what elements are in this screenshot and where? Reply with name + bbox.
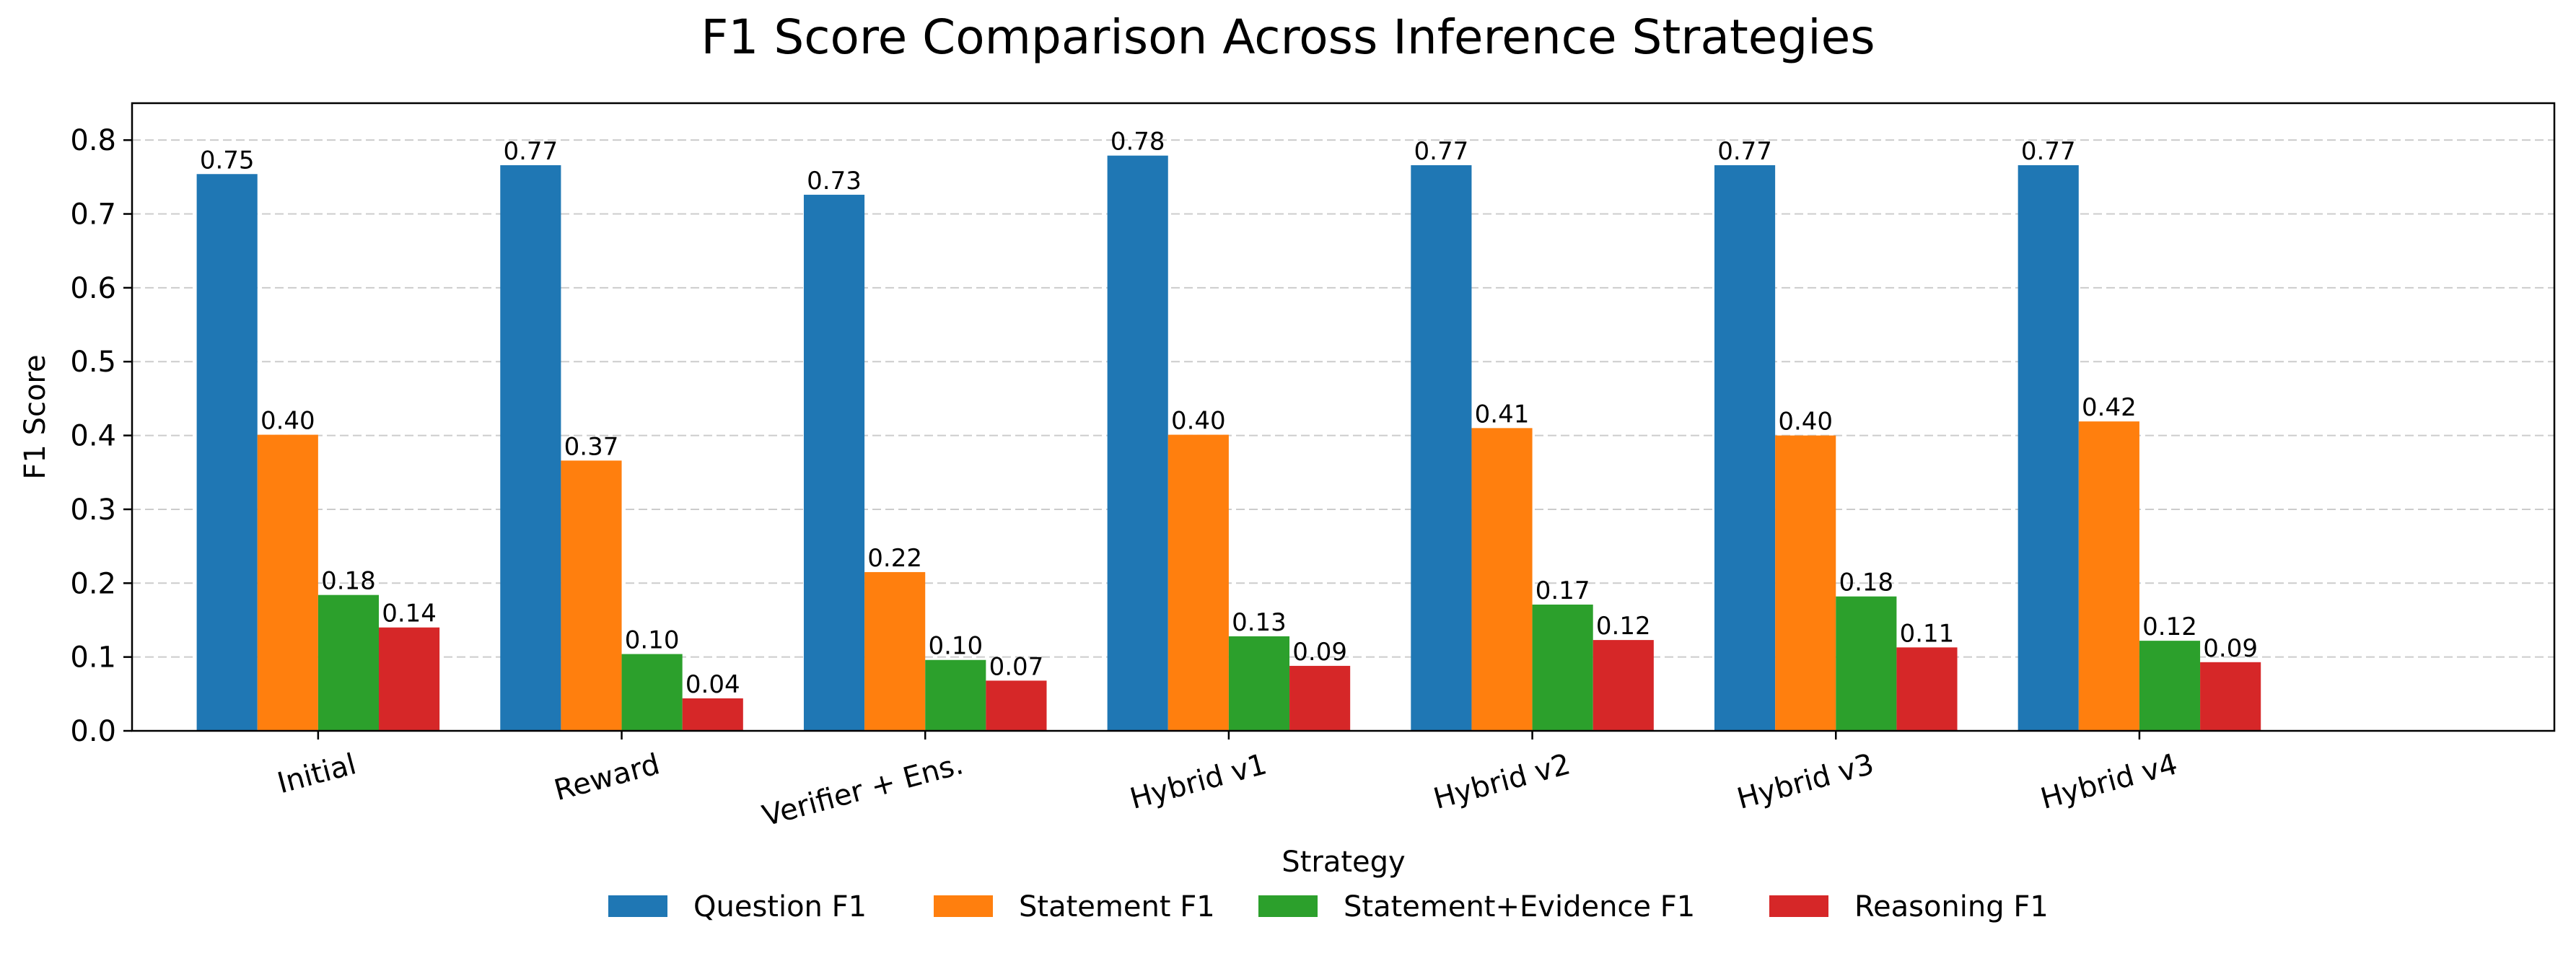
- bar: [1775, 435, 1836, 731]
- bar-value-label: 0.22: [867, 544, 922, 573]
- bar: [1411, 164, 1472, 732]
- bar: [1714, 164, 1776, 732]
- bar: [925, 659, 986, 731]
- bar: [1471, 428, 1533, 731]
- bar-value-label: 0.75: [200, 146, 255, 175]
- bar-value-label: 0.37: [564, 432, 619, 461]
- bar-value-label: 0.77: [503, 137, 558, 166]
- bar: [1896, 647, 1958, 731]
- bar: [257, 434, 318, 731]
- bar: [682, 698, 743, 731]
- y-tick-label: 0.1: [70, 641, 116, 675]
- bar: [1593, 640, 1654, 731]
- bar: [561, 460, 622, 731]
- bar-value-label: 0.42: [2082, 393, 2137, 422]
- bar: [379, 627, 440, 731]
- bar-value-label: 0.40: [1778, 408, 1833, 436]
- bar: [2078, 421, 2139, 731]
- bar-value-label: 0.04: [685, 670, 740, 699]
- y-tick-label: 0.6: [70, 272, 116, 305]
- bar-value-label: 0.73: [807, 167, 862, 196]
- legend-swatch: [934, 895, 993, 917]
- y-tick-label: 0.5: [70, 346, 116, 379]
- bar-value-label: 0.13: [1232, 608, 1287, 637]
- y-tick-label: 0.2: [70, 567, 116, 600]
- bar-value-label: 0.10: [928, 632, 983, 661]
- bar: [2018, 164, 2079, 732]
- bar: [1107, 155, 1168, 731]
- bar: [500, 164, 561, 732]
- legend-label: Statement+Evidence F1: [1344, 890, 1695, 923]
- bar-value-label: 0.41: [1475, 400, 1530, 429]
- legend-label: Reasoning F1: [1854, 890, 2049, 923]
- bar: [317, 594, 380, 731]
- bar: [1532, 604, 1593, 731]
- bar-value-label: 0.77: [1717, 137, 1772, 166]
- bar-value-label: 0.12: [1596, 612, 1651, 641]
- bar-value-label: 0.18: [1839, 569, 1893, 597]
- y-tick-label: 0.4: [70, 420, 116, 453]
- bar: [621, 654, 683, 731]
- legend-label: Statement F1: [1019, 890, 1215, 923]
- bar-value-label: 0.09: [1292, 638, 1347, 667]
- bar-value-label: 0.14: [382, 600, 437, 628]
- y-tick-label: 0.8: [70, 124, 116, 157]
- y-axis: 0.0 0.1 0.2 0.3 0.4 0.5 0.6 0.7 0.8: [70, 124, 132, 748]
- legend-swatch: [608, 895, 667, 917]
- plot-frame: [131, 102, 2556, 732]
- bar-value-label: 0.40: [260, 407, 315, 436]
- y-tick-label: 0.7: [70, 198, 116, 232]
- legend-label: Question F1: [693, 890, 867, 923]
- y-tick-label: 0.3: [70, 493, 116, 527]
- bar: [803, 194, 865, 732]
- legend-swatch: [1258, 895, 1318, 917]
- bar-value-label: 0.11: [1900, 619, 1955, 648]
- bar-value-label: 0.10: [625, 626, 680, 655]
- bar: [986, 680, 1047, 731]
- bar-value-labels: 0.75 0.77 0.73 0.78 0.77 0.77 0.77 0.40 0.37 0.22…: [200, 128, 2258, 699]
- bar-value-label: 0.77: [2021, 137, 2076, 166]
- bar-value-label: 0.17: [1535, 576, 1590, 605]
- bar: [2139, 641, 2201, 731]
- bar-value-label: 0.12: [2142, 613, 2197, 641]
- bar-value-label: 0.07: [989, 652, 1044, 681]
- bar: [196, 174, 258, 732]
- bar-value-label: 0.18: [321, 567, 376, 596]
- y-axis-title: F1 Score: [19, 354, 52, 479]
- bar-value-label: 0.78: [1110, 128, 1165, 157]
- bar: [1228, 636, 1290, 731]
- bars: [196, 155, 2261, 732]
- bar-value-label: 0.40: [1171, 407, 1226, 436]
- bar: [2200, 662, 2261, 731]
- bar: [1289, 665, 1351, 731]
- chart-title: F1 Score Comparison Across Inference Str…: [701, 9, 1875, 65]
- x-axis-title: Strategy: [1282, 846, 1405, 879]
- bar: [864, 571, 926, 731]
- bar: [1836, 596, 1897, 731]
- legend-swatch: [1769, 895, 1828, 917]
- bar: [1167, 434, 1229, 731]
- legend: Question F1 Statement F1 Statement+Evidenc…: [608, 890, 2049, 923]
- y-tick-label: 0.0: [70, 715, 116, 748]
- bar-value-label: 0.77: [1414, 137, 1469, 166]
- bar-value-label: 0.09: [2203, 634, 2258, 663]
